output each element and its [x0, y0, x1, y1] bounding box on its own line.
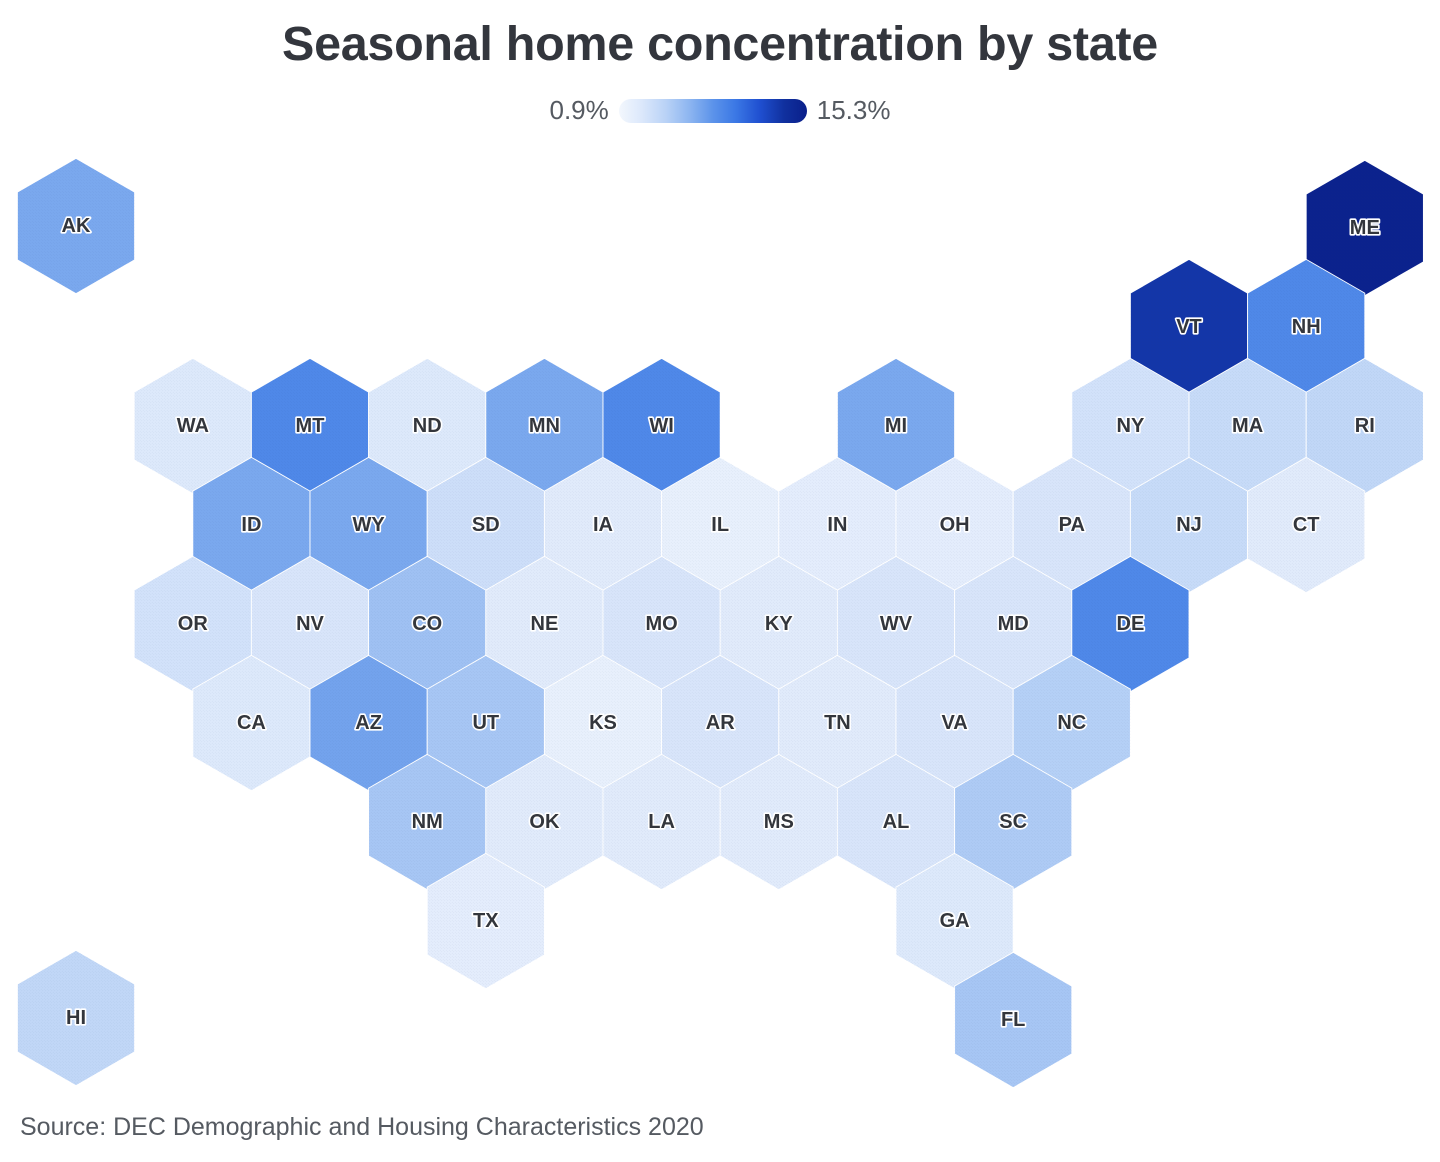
svg-text:CA: CA [237, 712, 266, 734]
svg-text:PA: PA [1059, 514, 1085, 536]
svg-text:MA: MA [1232, 415, 1263, 437]
svg-text:AK: AK [62, 215, 91, 237]
svg-text:VT: VT [1176, 316, 1202, 338]
svg-text:NV: NV [296, 613, 324, 635]
svg-text:SD: SD [472, 514, 500, 536]
svg-text:TN: TN [824, 712, 851, 734]
svg-text:LA: LA [648, 811, 675, 833]
svg-text:SC: SC [999, 811, 1027, 833]
svg-text:ND: ND [413, 415, 442, 437]
svg-text:NY: NY [1117, 415, 1145, 437]
svg-text:AZ: AZ [355, 712, 382, 734]
svg-text:WV: WV [880, 613, 913, 635]
svg-text:OR: OR [178, 613, 209, 635]
svg-text:TX: TX [473, 910, 499, 932]
svg-text:MD: MD [998, 613, 1029, 635]
svg-text:MI: MI [885, 415, 907, 437]
svg-text:AR: AR [706, 712, 735, 734]
svg-text:DE: DE [1117, 613, 1145, 635]
svg-text:OH: OH [940, 514, 970, 536]
svg-text:ID: ID [241, 514, 261, 536]
svg-text:WY: WY [352, 514, 385, 536]
svg-text:MN: MN [529, 415, 560, 437]
svg-text:MS: MS [764, 811, 794, 833]
svg-text:UT: UT [472, 712, 499, 734]
svg-text:HI: HI [66, 1007, 86, 1029]
svg-text:IA: IA [593, 514, 613, 536]
svg-text:NE: NE [531, 613, 559, 635]
svg-text:IN: IN [827, 514, 847, 536]
svg-text:MO: MO [645, 613, 677, 635]
svg-text:KS: KS [589, 712, 617, 734]
svg-text:VA: VA [941, 712, 967, 734]
svg-text:NC: NC [1057, 712, 1086, 734]
svg-text:NJ: NJ [1176, 514, 1202, 536]
svg-text:ME: ME [1350, 217, 1380, 239]
svg-text:NM: NM [412, 811, 443, 833]
svg-text:OK: OK [529, 811, 560, 833]
svg-text:WA: WA [177, 415, 209, 437]
svg-text:CO: CO [412, 613, 442, 635]
svg-text:AL: AL [883, 811, 910, 833]
svg-text:NH: NH [1292, 316, 1321, 338]
svg-text:KY: KY [765, 613, 793, 635]
svg-text:WI: WI [649, 415, 673, 437]
svg-text:RI: RI [1355, 415, 1375, 437]
svg-text:IL: IL [711, 514, 729, 536]
svg-text:MT: MT [296, 415, 325, 437]
svg-text:GA: GA [940, 910, 970, 932]
svg-text:FL: FL [1001, 1009, 1025, 1031]
svg-text:CT: CT [1293, 514, 1320, 536]
